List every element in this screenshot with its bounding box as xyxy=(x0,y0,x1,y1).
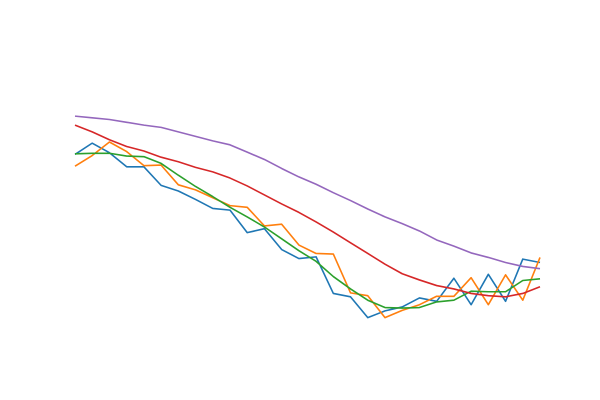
series-line-5 xyxy=(74,115,541,270)
plot-area xyxy=(74,115,541,319)
series-line-3 xyxy=(74,152,541,309)
series-line-2 xyxy=(74,141,541,319)
series-line-4 xyxy=(74,124,541,298)
